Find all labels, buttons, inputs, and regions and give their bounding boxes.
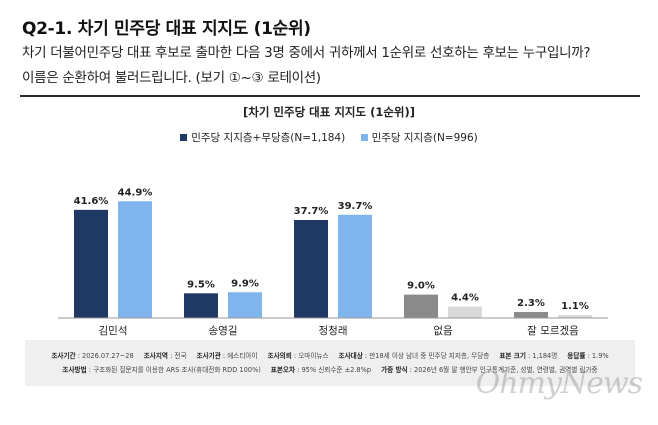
survey-info-r1-key-7: 응답률 [567, 352, 586, 360]
survey-info-r1-key-1: 조사기간 [51, 352, 76, 360]
survey-info-r2-value-3: : 2026년 6월 말 행안부 인구통계기준, 성별, 연령별, 권역별 림가… [407, 366, 598, 374]
legend-item-series-2: 민주당 지지층(N=996) [360, 130, 478, 145]
legend-label-series-2: 민주당 지지층(N=996) [371, 132, 478, 144]
survey-info-box: 조사기간 : 2026.07.27~28 조사지역 : 전국 조사기관 : 에스티아… [25, 340, 635, 386]
category-label-2: 송영길 [209, 324, 238, 337]
survey-info-r1-value-5: : 만18세 이상 남녀 중 민주당 지지층, 무당층 [362, 352, 490, 360]
survey-info-r1-key-4: 조사의뢰 [267, 352, 292, 360]
bar-1-2 [184, 293, 218, 318]
survey-info-row-2: 조사방법 : 구조화된 질문지를 이용한 ARS 조사(휴대전화 RDD 100… [25, 364, 635, 374]
survey-info-r1-key-3: 조사기관 [196, 352, 221, 360]
survey-info-r1-value-7: : 1.9% [585, 352, 609, 360]
legend-item-series-1: 민주당 지지층+무당층(N=1,184) [180, 130, 345, 145]
survey-info-r1-value-4: : 오마이뉴스 [291, 352, 329, 360]
bar-1-5 [514, 312, 548, 318]
data-label-2-4: 4.4% [451, 293, 479, 304]
survey-info-r1-key-2: 조사지역 [143, 352, 168, 360]
category-label-3: 정청래 [319, 325, 348, 337]
ohmynews-watermark-logo: OhmyNews [475, 366, 643, 401]
legend-swatch-series-1 [180, 133, 188, 141]
category-label-4: 없음 [433, 324, 453, 337]
data-label-1-2: 9.5% [187, 279, 215, 290]
survey-info-r2-key-3: 가중 방식 [381, 366, 408, 374]
data-label-1-4: 9.0% [407, 281, 435, 292]
bar-2-3 [338, 214, 372, 318]
question-text-line1: 차기 더불어민주당 대표 후보로 출마한 다음 3명 중에서 귀하께서 1순위로… [22, 45, 591, 61]
survey-info-row-1: 조사기간 : 2026.07.27~28 조사지역 : 전국 조사기관 : 에스티아… [25, 350, 635, 360]
legend-swatch-series-2 [360, 133, 368, 141]
bar-1-3 [294, 219, 328, 318]
survey-info-r2-value-1: : 구조화된 질문지를 이용한 ARS 조사(휴대전화 RDD 100%) [86, 366, 261, 374]
data-label-1-3: 37.7% [294, 206, 329, 217]
bar-1-4 [404, 294, 438, 318]
data-label-2-1: 44.9% [118, 187, 153, 198]
bar-2-1 [118, 201, 152, 318]
survey-info-r2-value-2: : 95% 신뢰수준 ±2.8%p [295, 366, 372, 374]
data-label-2-2: 9.9% [231, 278, 259, 289]
survey-info-r1-value-1: : 2026.07.27~28 [75, 352, 134, 360]
survey-info-r2-key-1: 조사방법 [62, 366, 87, 374]
category-label-1: 김민석 [99, 325, 128, 337]
question-text-line2: 이름은 순환하여 불러드립니다. (보기 ①~③ 로테이션) [22, 70, 321, 86]
header-divider [20, 95, 640, 97]
bar-2-2 [228, 292, 262, 318]
data-label-1-5: 2.3% [517, 298, 545, 309]
data-label-2-3: 39.7% [338, 201, 373, 212]
data-label-1-1: 41.6% [74, 196, 109, 207]
survey-info-r1-key-6: 표본 크기 [499, 352, 526, 360]
survey-info-r1-value-3: : 에스티아이 [220, 352, 258, 360]
bar-1-1 [74, 209, 108, 318]
survey-info-r2-key-2: 표본오차 [270, 366, 296, 374]
data-label-2-5: 1.1% [561, 301, 589, 312]
bar-chart: 41.6% 44.9% 김민석 9.5% 9.9% 송영길 37.7% 39.7% 정청래 9.0… [58, 187, 608, 337]
question-title: Q2-1. 차기 민주당 대표 지지도 (1순위) [22, 19, 311, 39]
bar-2-5 [558, 315, 592, 318]
survey-info-r1-value-2: : 전국 [167, 352, 187, 360]
survey-info-r1-value-6: : 1,184명 [525, 352, 558, 360]
category-label-5: 잘 모르겠음 [527, 325, 579, 337]
survey-info-r1-key-5: 조사대상 [338, 352, 363, 360]
legend-label-series-1: 민주당 지지층+무당층(N=1,184) [191, 132, 346, 144]
chart-legend: 민주당 지지층+무당층(N=1,184) 민주당 지지층(N=996) [0, 130, 658, 145]
bar-2-4 [448, 306, 482, 318]
chart-title: [차기 민주당 대표 지지도 (1순위)] [243, 105, 415, 119]
